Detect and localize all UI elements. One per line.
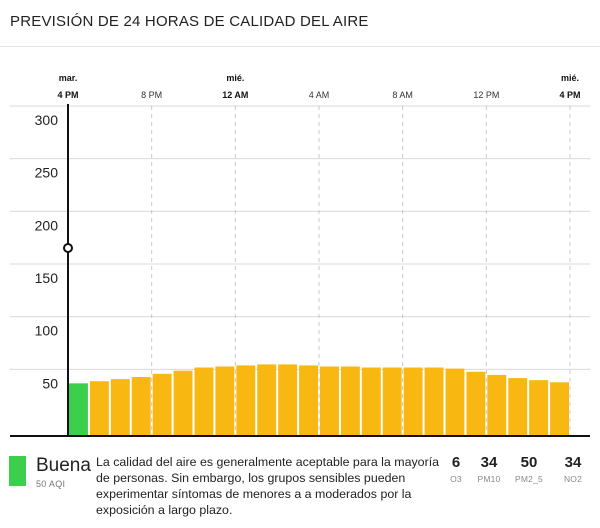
forecast-bar	[361, 367, 381, 436]
aqi-forecast-chart: 50 100 150 200 250 300 mar. 4 PM 8 PM mié. 12 AM 4…	[10, 73, 590, 437]
forecast-bar	[69, 383, 88, 436]
x-tick-time: 8 PM	[141, 90, 162, 100]
forecast-bar	[340, 366, 360, 436]
x-tick-time: 4 PM	[559, 90, 580, 100]
forecast-bar	[278, 364, 298, 436]
y-tick-label: 200	[35, 217, 59, 233]
forecast-bar	[257, 364, 277, 436]
forecast-bar	[382, 367, 402, 436]
y-tick-label: 150	[35, 270, 59, 286]
pollutant-name: PM2_5	[515, 474, 543, 484]
forecast-bar	[131, 377, 151, 436]
pollutant-value: 34	[480, 454, 498, 471]
forecast-bar	[236, 365, 256, 436]
pollutant-name: PM10	[477, 474, 501, 484]
x-tick-time: 12 PM	[473, 90, 499, 100]
pollutant-value: 6	[451, 454, 461, 471]
x-tick-day: mié.	[226, 73, 244, 83]
aqi-value: 50 AQI	[36, 479, 66, 489]
chart-axes	[10, 104, 590, 437]
y-tick-label: 50	[42, 375, 58, 391]
pollutant-value: 34	[564, 454, 582, 471]
forecast-bar	[320, 366, 339, 436]
x-axis-ticks: mar. 4 PM 8 PM mié. 12 AM 4 AM 8 AM 12 PM mié. 4 …	[57, 73, 580, 100]
forecast-bar	[299, 365, 318, 436]
forecast-bar	[89, 381, 109, 436]
aqi-description: La calidad del aire es generalmente acep…	[96, 455, 440, 517]
forecast-bar	[215, 366, 235, 436]
y-axis-ticks: 50 100 150 200 250 300	[35, 112, 59, 391]
y-tick-label: 100	[35, 323, 59, 339]
current-marker-dot	[63, 243, 73, 253]
x-tick-time: 8 AM	[392, 90, 413, 100]
title-divider	[0, 46, 600, 47]
pollutant-pm10: 34 PM10	[464, 454, 514, 484]
forecast-bar	[529, 380, 549, 436]
forecast-bar	[110, 379, 130, 436]
chart-gridlines	[10, 105, 590, 436]
forecast-bar	[403, 367, 423, 436]
forecast-bar	[173, 370, 193, 436]
forecast-bar	[445, 368, 465, 436]
chart-bars	[69, 364, 569, 436]
forecast-bar	[508, 378, 528, 436]
pollutant-name: O3	[450, 474, 462, 484]
aqi-level-label: Buena	[36, 455, 91, 476]
pollutant-o3: 6 O3	[431, 454, 481, 484]
x-tick-day: mié.	[561, 73, 579, 83]
x-tick-day: mar.	[59, 73, 78, 83]
pollutant-value: 50	[520, 454, 538, 471]
forecast-bar	[550, 382, 569, 436]
pollutant-pm2-5: 50 PM2_5	[504, 454, 554, 484]
forecast-bar	[466, 371, 486, 436]
pollutant-name: NO2	[563, 474, 583, 484]
pollutant-no2: 34 NO2	[548, 454, 598, 484]
x-tick-time: 4 PM	[57, 90, 78, 100]
y-tick-label: 250	[35, 165, 59, 181]
aqi-level-swatch	[9, 456, 26, 486]
forecast-bar	[152, 373, 172, 436]
x-tick-time: 12 AM	[222, 90, 248, 100]
forecast-bar	[194, 367, 214, 436]
x-tick-time: 4 AM	[309, 90, 330, 100]
page-title: PREVISIÓN DE 24 HORAS DE CALIDAD DEL AIR…	[10, 13, 369, 30]
forecast-bar	[424, 367, 444, 436]
y-tick-label: 300	[35, 112, 59, 128]
current-summary: Buena 50 AQI La calidad del aire es gene…	[0, 448, 600, 528]
forecast-bar	[487, 374, 507, 436]
